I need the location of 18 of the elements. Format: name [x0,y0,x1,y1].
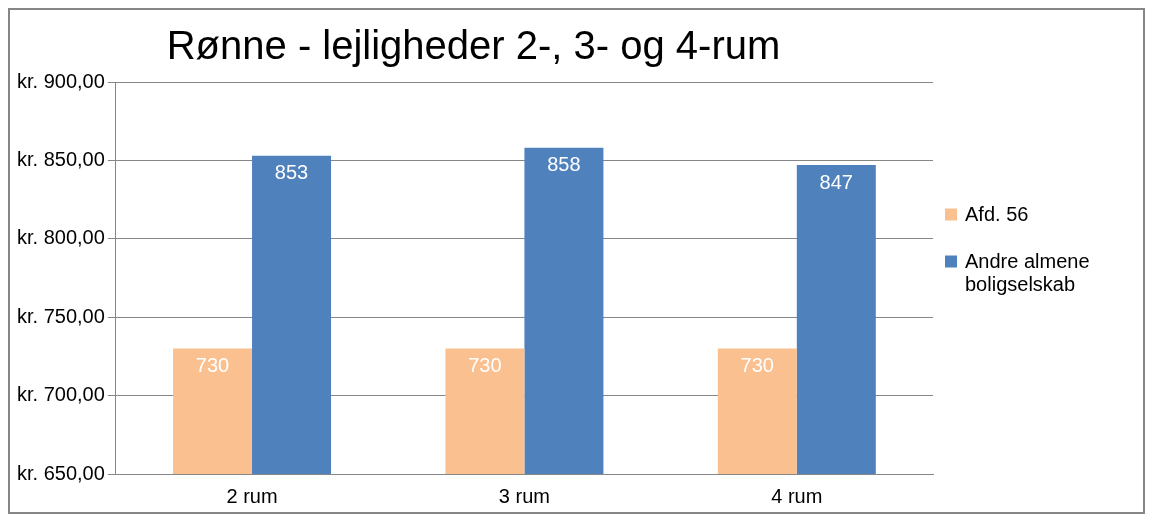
y-tick-label: kr. 650,00 [17,461,105,484]
data-label: 730 [468,354,502,377]
y-tick-label: kr. 800,00 [17,226,105,249]
data-label: 730 [195,354,230,377]
data-label: 853 [274,161,309,184]
y-tick-label: kr. 850,00 [17,147,105,170]
chart-title: Rønne - lejligheder 2-, 3- og 4-rum [166,23,781,68]
x-tick-label: 3 rum [498,484,550,507]
y-tick-label: kr. 750,00 [17,304,105,327]
y-tick-label: kr. 900,00 [17,69,105,92]
data-label: 847 [819,170,853,193]
data-label: 858 [547,153,581,176]
legend-label: Afd. 56 [965,202,1029,226]
y-tick-label: kr. 700,00 [17,383,105,406]
legend-label: Andre almene boligselskab [965,249,1091,296]
data-label: 730 [740,354,774,377]
x-tick-label: 2 rum [226,484,278,507]
x-tick-label: 4 rum [771,484,823,507]
